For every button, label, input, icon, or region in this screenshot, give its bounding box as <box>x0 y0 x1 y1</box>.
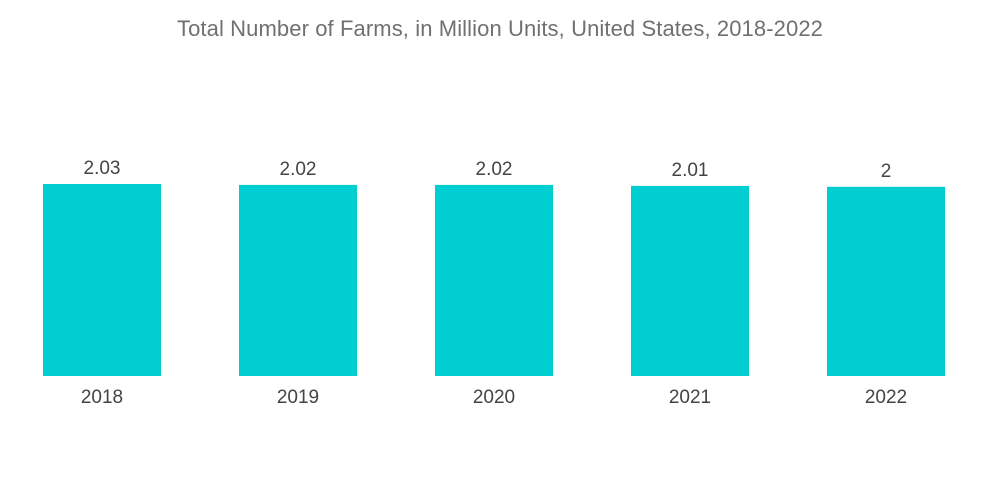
value-label-2019: 2.02 <box>280 159 317 180</box>
x-tick-label-2021: 2021 <box>669 387 711 408</box>
bar-2021 <box>631 185 749 376</box>
chart-title: Total Number of Farms, in Million Units,… <box>176 16 823 41</box>
bar-2020 <box>435 184 553 376</box>
x-tick-label-2019: 2019 <box>277 387 319 408</box>
value-label-2021: 2.01 <box>672 160 709 181</box>
x-axis-tick-labels: 2018 2019 2020 2021 2022 <box>81 387 907 408</box>
x-tick-label-2018: 2018 <box>81 387 123 408</box>
bar-2018 <box>43 184 161 376</box>
x-tick-label-2022: 2022 <box>865 387 907 408</box>
value-label-2022: 2 <box>881 161 892 182</box>
x-tick-label-2020: 2020 <box>473 387 515 408</box>
value-label-2018: 2.03 <box>84 158 121 179</box>
value-label-2020: 2.02 <box>476 159 513 180</box>
bar-2022 <box>827 186 945 376</box>
bars-group <box>43 184 945 376</box>
bar-2019 <box>239 184 357 376</box>
value-labels-group: 2.03 2.02 2.02 2.01 2 <box>84 158 892 182</box>
